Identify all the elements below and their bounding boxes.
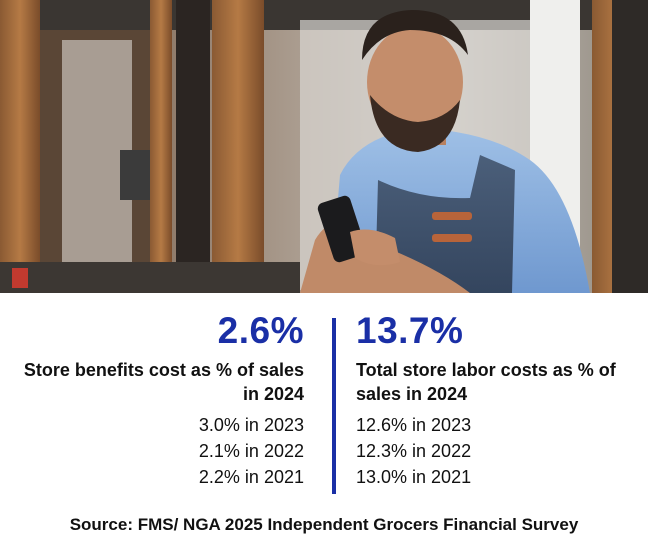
hero-photo <box>0 0 648 293</box>
history-item: 12.6% in 2023 <box>356 415 472 435</box>
source-citation: Source: FMS/ NGA 2025 Independent Grocer… <box>69 515 579 534</box>
history-item: 3.0% in 2023 <box>198 415 304 435</box>
history-item: 13.0% in 2021 <box>356 467 472 487</box>
history-item: 12.3% in 2022 <box>356 441 472 461</box>
labor-stat: 13.7% Total store labor costs as % of sa… <box>356 309 636 490</box>
stats-panel: 2.6% Store benefits cost as % of sales i… <box>0 293 648 513</box>
history-item: 2.2% in 2021 <box>198 467 304 487</box>
labor-value: 13.7% <box>356 310 464 351</box>
benefits-description: Store benefits cost as % of sales in 202… <box>23 360 304 404</box>
benefits-history: 3.0% in 2023 2.1% in 2022 2.2% in 2021 <box>4 412 304 490</box>
history-item: 2.1% in 2022 <box>198 441 304 461</box>
labor-description: Total store labor costs as % of sales in… <box>356 360 616 404</box>
benefits-value: 2.6% <box>217 310 304 351</box>
labor-history: 12.6% in 2023 12.3% in 2022 13.0% in 202… <box>356 412 636 490</box>
vertical-divider <box>332 318 336 494</box>
benefits-stat: 2.6% Store benefits cost as % of sales i… <box>4 309 304 490</box>
